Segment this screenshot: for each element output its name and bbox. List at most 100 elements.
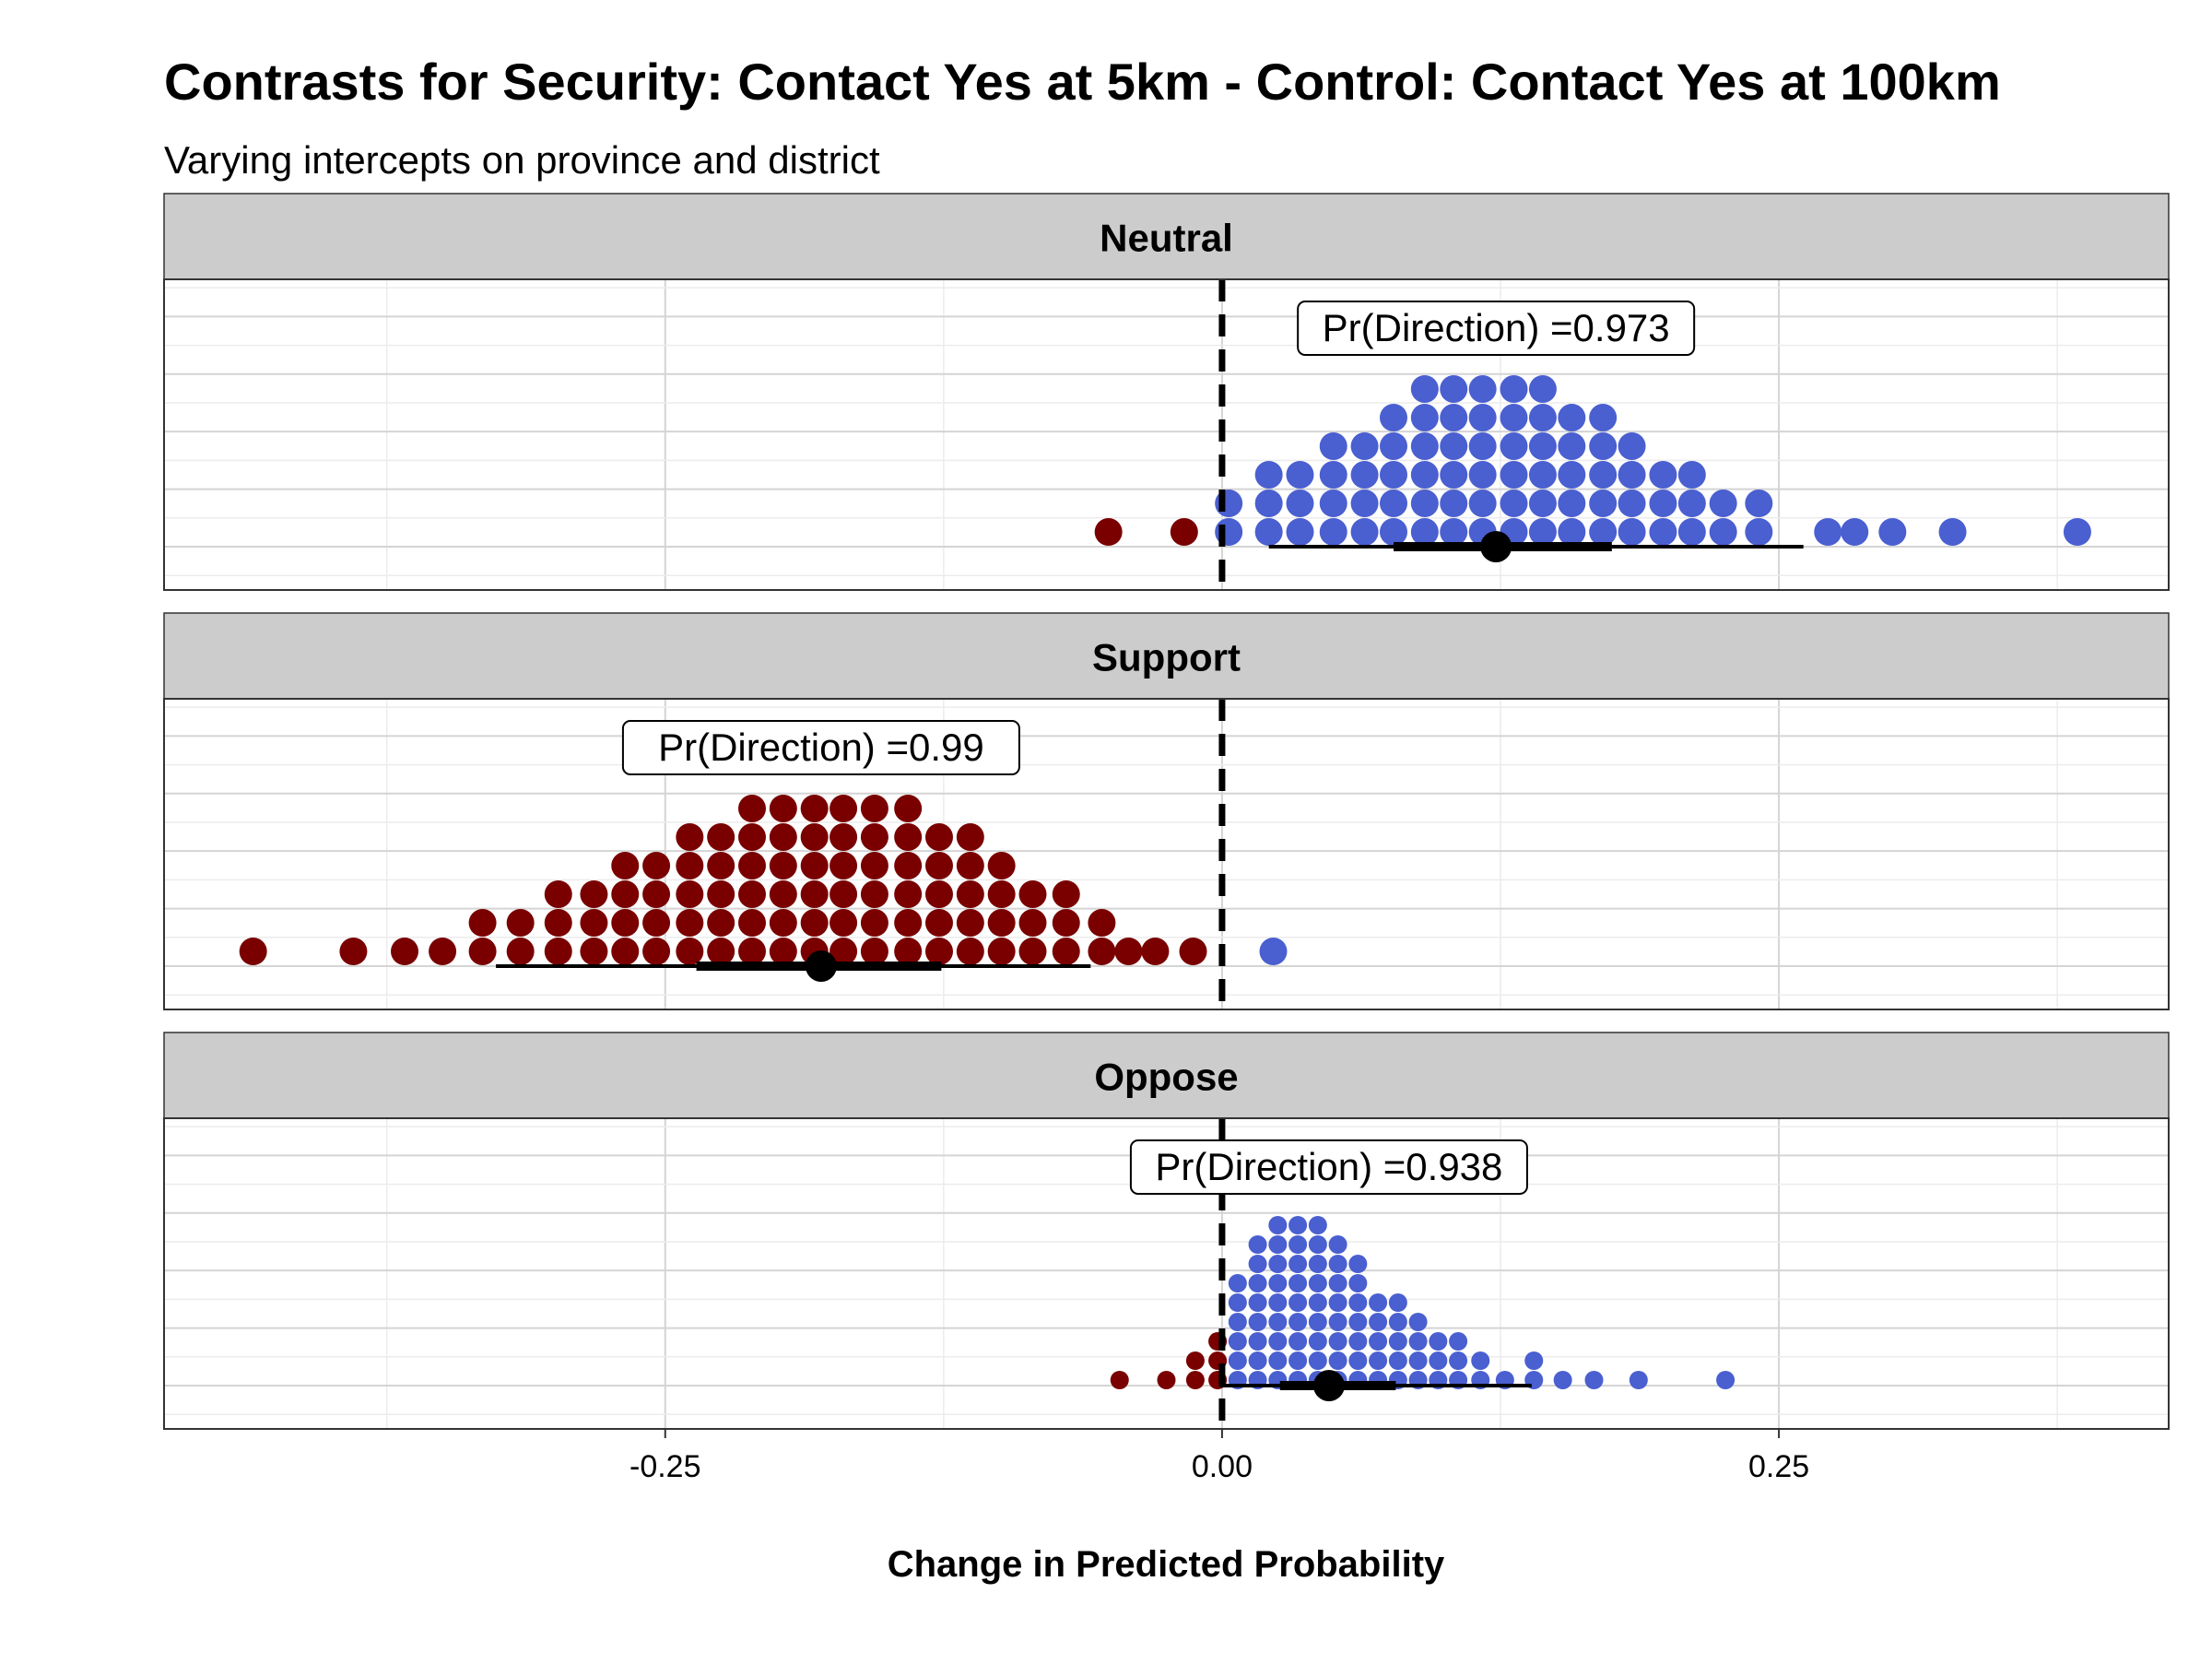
- dot: [1629, 1371, 1648, 1389]
- annotation-text: Pr(Direction) =0.938: [1155, 1145, 1502, 1188]
- dot: [1429, 1351, 1448, 1370]
- dot: [1350, 432, 1379, 460]
- dot: [1649, 490, 1677, 517]
- dot: [1553, 1371, 1572, 1389]
- dot: [830, 823, 858, 851]
- dot: [800, 795, 829, 822]
- dot: [956, 880, 984, 908]
- dot: [1288, 1351, 1308, 1370]
- dot: [830, 795, 858, 822]
- dot: [1018, 909, 1047, 937]
- dot: [1408, 1332, 1428, 1351]
- dot: [1528, 490, 1557, 517]
- dot: [769, 823, 797, 851]
- dot: [1157, 1371, 1176, 1389]
- dot: [800, 852, 829, 879]
- dot: [1369, 1332, 1388, 1351]
- dot: [1319, 490, 1347, 517]
- facet-oppose: Oppose Pr(Direction) =0.938: [163, 1032, 2170, 1430]
- chart-subtitle: Varying intercepts on province and distr…: [164, 138, 880, 182]
- dot: [800, 909, 829, 937]
- dot: [987, 938, 1016, 965]
- dot: [611, 909, 640, 937]
- dot: [925, 823, 953, 851]
- panel-border: [163, 1117, 2170, 1430]
- panel-background: [164, 699, 2169, 1009]
- dot: [1440, 375, 1468, 403]
- dots-layer: [1094, 375, 2091, 546]
- dot: [1110, 1371, 1129, 1389]
- dot: [707, 852, 735, 879]
- dot: [1248, 1332, 1267, 1351]
- dot: [1268, 1332, 1288, 1351]
- dot: [1348, 1332, 1368, 1351]
- dot: [1308, 1274, 1327, 1292]
- dot: [239, 938, 267, 965]
- dot: [1268, 1255, 1288, 1273]
- dot: [1328, 1351, 1347, 1370]
- dot: [1254, 490, 1283, 517]
- dot: [1348, 1293, 1368, 1312]
- dot: [1350, 490, 1379, 517]
- point-estimate: [805, 950, 837, 982]
- x-tick-label: 0.25: [1748, 1449, 1809, 1484]
- dot: [738, 852, 766, 879]
- dot: [1524, 1351, 1544, 1370]
- facet-strip-label: Support: [1092, 636, 1241, 679]
- panel-border: [163, 698, 2170, 1010]
- dot: [1308, 1313, 1327, 1331]
- dot: [707, 823, 735, 851]
- dot: [1380, 432, 1407, 460]
- dot: [1716, 1371, 1735, 1389]
- dot: [1348, 1255, 1368, 1273]
- dot: [1308, 1351, 1327, 1370]
- dot: [738, 909, 766, 937]
- dot: [676, 823, 704, 851]
- dot: [1052, 909, 1080, 937]
- dot: [1248, 1255, 1267, 1273]
- dot: [800, 823, 829, 851]
- dot: [1528, 404, 1557, 431]
- dot: [1429, 1332, 1448, 1351]
- dot: [1369, 1313, 1388, 1331]
- dot: [1380, 461, 1407, 489]
- dot: [1558, 461, 1586, 489]
- dot: [642, 880, 671, 908]
- dot: [1288, 1313, 1308, 1331]
- dot: [1878, 518, 1907, 546]
- dot: [1500, 404, 1528, 431]
- x-tick-label: 0.00: [1192, 1449, 1253, 1484]
- dot: [987, 880, 1016, 908]
- dot: [894, 880, 923, 908]
- dot: [1468, 490, 1497, 517]
- dot: [1248, 1351, 1267, 1370]
- dot: [738, 880, 766, 908]
- dot: [1388, 1313, 1407, 1331]
- dot: [956, 823, 984, 851]
- point-estimate: [1480, 531, 1512, 562]
- dot: [1328, 1313, 1347, 1331]
- dot: [1228, 1332, 1247, 1351]
- dot: [1228, 1274, 1247, 1292]
- dot: [1268, 1274, 1288, 1292]
- dot: [1052, 938, 1080, 965]
- dot: [1248, 1235, 1267, 1254]
- dot: [1388, 1293, 1407, 1312]
- dot: [860, 823, 888, 851]
- dot: [1308, 1255, 1327, 1273]
- dot: [1677, 461, 1706, 489]
- dot: [1709, 490, 1737, 517]
- dot: [860, 909, 888, 937]
- dot: [860, 880, 888, 908]
- dot: [580, 880, 608, 908]
- dot: [1248, 1274, 1267, 1292]
- dot: [1410, 404, 1439, 431]
- dot: [1745, 490, 1773, 517]
- dot: [1468, 404, 1497, 431]
- dot: [956, 938, 984, 965]
- dot: [506, 938, 535, 965]
- dot: [642, 938, 671, 965]
- facet-panels: Neutral Pr(Direction) =0.973 Support Pr(Dir…: [163, 193, 2170, 1430]
- dot: [1350, 518, 1379, 546]
